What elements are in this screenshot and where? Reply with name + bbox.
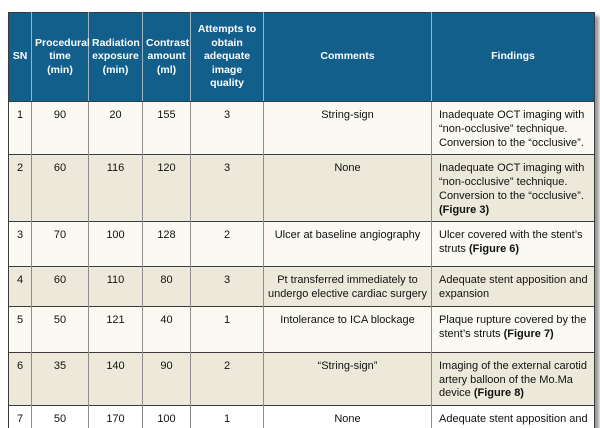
column-header-sn: SN <box>8 12 32 102</box>
cell-contrast-amount: 80 <box>142 266 191 307</box>
column-header-attempts: Attempts to obtain adequate image qualit… <box>190 12 264 102</box>
cell-comments: Ulcer at baseline angiography <box>263 221 432 267</box>
cell-attempts: 3 <box>190 100 264 155</box>
cell-radiation-exposure: 140 <box>88 351 143 406</box>
cell-attempts: 3 <box>190 266 264 307</box>
findings-text: Adequate stent apposition and expansion <box>439 413 588 428</box>
cell-radiation-exposure: 100 <box>88 221 143 267</box>
cell-findings: Plaque rupture covered by the stent’s st… <box>431 305 595 353</box>
cell-findings: Inadequate OCT imaging with “non-occlusi… <box>431 154 595 222</box>
cell-comments: String-sign <box>263 100 432 155</box>
findings-text: Inadequate OCT imaging with “non-occlusi… <box>439 109 585 149</box>
column-header-findings: Findings <box>431 12 595 102</box>
table-row: 7 50 170 100 1 None Adequate stent apposition … <box>8 405 595 428</box>
cell-comments: Intolerance to ICA blockage <box>263 305 432 353</box>
cell-findings: Imaging of the external carotid artery b… <box>431 351 595 406</box>
findings-text: Imaging of the external carotid artery b… <box>439 359 587 400</box>
cell-findings: Adequate stent apposition and expansion <box>431 266 595 307</box>
cell-radiation-exposure: 116 <box>88 154 143 222</box>
findings-text: Plaque rupture covered by the stent’s st… <box>439 313 587 340</box>
findings-text: Ulcer covered with the stent’s struts <box>439 229 583 255</box>
cell-procedural-time: 35 <box>31 351 89 406</box>
cell-contrast-amount: 155 <box>142 100 191 155</box>
cell-attempts: 2 <box>190 221 264 267</box>
cell-procedural-time: 50 <box>31 305 89 353</box>
table-row: 1 90 20 155 3 String-sign Inadequate OCT imagi… <box>8 100 595 155</box>
table-row: 5 50 121 40 1 Intolerance to ICA blockage Plaq… <box>8 305 595 353</box>
table-row: 4 60 110 80 3 Pt transferred immediately to u… <box>8 266 595 307</box>
cell-comments: Pt transferred immediately to undergo el… <box>263 266 432 307</box>
table-row: 6 35 140 90 2 “String-sign” Imaging of the ext… <box>8 351 595 406</box>
cell-contrast-amount: 40 <box>142 305 191 353</box>
cell-radiation-exposure: 170 <box>88 405 143 428</box>
column-header-comments: Comments <box>263 12 432 102</box>
cell-attempts: 3 <box>190 154 264 222</box>
cell-contrast-amount: 128 <box>142 221 191 267</box>
figure-reference: (Figure 4) <box>492 427 542 428</box>
table-body: 1 90 20 155 3 String-sign Inadequate OCT imagi… <box>8 100 595 428</box>
cell-radiation-exposure: 121 <box>88 305 143 353</box>
table-row: 2 60 116 120 3 None Inadequate OCT imaging wit… <box>8 154 595 222</box>
column-header-procedural-time: Procedural time (min) <box>31 12 90 102</box>
cell-procedural-time: 90 <box>31 100 89 155</box>
cell-procedural-time: 60 <box>31 154 89 222</box>
cell-radiation-exposure: 20 <box>88 100 143 155</box>
cell-sn: 6 <box>8 351 32 406</box>
cell-sn: 5 <box>8 305 32 353</box>
cell-procedural-time: 70 <box>31 221 89 267</box>
figure-reference: (Figure 7) <box>503 327 554 340</box>
column-header-radiation-exposure: Radiation exposure (min) <box>88 12 143 102</box>
cell-radiation-exposure: 110 <box>88 266 143 307</box>
figure-reference: (Figure 6) <box>468 243 520 255</box>
cell-sn: 3 <box>8 221 32 267</box>
figure-reference: (Figure 3) <box>439 203 490 216</box>
cell-findings: Adequate stent apposition and expansion … <box>431 405 595 428</box>
cell-attempts: 1 <box>190 305 264 353</box>
cell-contrast-amount: 90 <box>142 351 191 406</box>
table-header-row: SN Procedural time (min) Radiation expos… <box>8 12 595 102</box>
cell-comments: None <box>263 405 432 428</box>
cell-sn: 1 <box>8 100 32 155</box>
cell-sn: 7 <box>8 405 32 428</box>
cell-procedural-time: 50 <box>31 405 89 428</box>
table-row: 3 70 100 128 2 Ulcer at baseline angiography U… <box>8 221 595 267</box>
cell-comments: None <box>263 154 432 222</box>
cell-sn: 4 <box>8 266 32 307</box>
cell-contrast-amount: 120 <box>142 154 191 222</box>
figure-reference: (Figure 8) <box>473 387 524 400</box>
cases-table-container: SN Procedural time (min) Radiation expos… <box>8 12 595 428</box>
cell-contrast-amount: 100 <box>142 405 191 428</box>
cell-comments: “String-sign” <box>263 351 432 406</box>
cell-sn: 2 <box>8 154 32 222</box>
cell-findings: Ulcer covered with the stent’s struts (F… <box>431 221 595 267</box>
cell-procedural-time: 60 <box>31 266 89 307</box>
cell-attempts: 2 <box>190 351 264 406</box>
findings-text: Inadequate OCT imaging with “non-occlusi… <box>439 162 585 202</box>
cell-attempts: 1 <box>190 405 264 428</box>
findings-text: Adequate stent apposition and expansion <box>439 274 588 300</box>
cell-findings: Inadequate OCT imaging with “non-occlusi… <box>431 100 595 155</box>
column-header-contrast-amount: Contrast amount (ml) <box>142 12 191 102</box>
cases-table: SN Procedural time (min) Radiation expos… <box>8 12 595 428</box>
